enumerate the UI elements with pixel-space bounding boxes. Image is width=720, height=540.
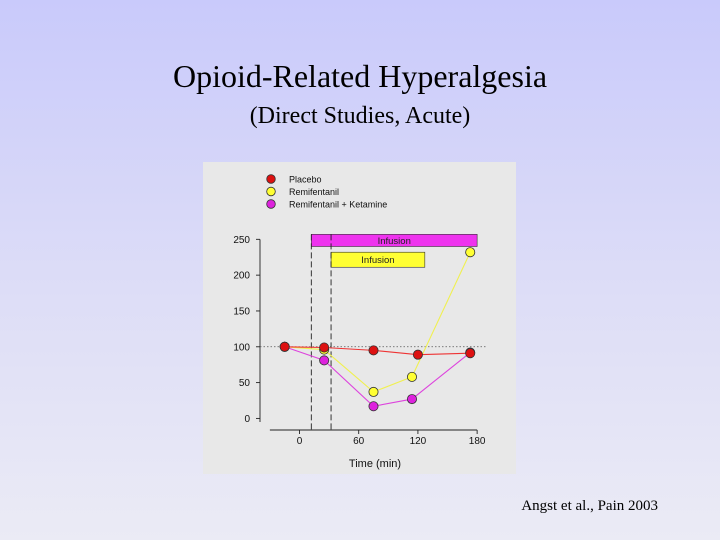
infusion-band-label: Infusion bbox=[378, 236, 411, 247]
x-tick-label: 120 bbox=[410, 436, 427, 447]
citation: Angst et al., Pain 2003 bbox=[521, 498, 658, 514]
infusion-band-label: Infusion bbox=[361, 255, 394, 266]
series-line bbox=[284, 251, 471, 393]
infusion-band bbox=[311, 234, 478, 247]
data-point bbox=[412, 349, 423, 360]
y-tick-label: 250 bbox=[233, 235, 250, 246]
data-point bbox=[319, 355, 330, 366]
y-tick-label: 200 bbox=[233, 271, 250, 282]
data-point bbox=[368, 345, 379, 356]
legend-marker bbox=[266, 199, 276, 209]
y-tick-label: 100 bbox=[233, 342, 250, 353]
data-point bbox=[368, 386, 379, 397]
legend-label: Remifentanil bbox=[289, 187, 339, 197]
x-tick-label: 0 bbox=[297, 436, 303, 447]
legend-label: Placebo bbox=[289, 175, 322, 185]
data-point bbox=[406, 371, 417, 382]
slide-title: Opioid-Related Hyperalgesia bbox=[172, 58, 548, 94]
data-point bbox=[465, 348, 476, 359]
x-axis-label: Time (min) bbox=[349, 458, 401, 470]
y-tick-label: 150 bbox=[233, 306, 250, 317]
data-point bbox=[319, 342, 330, 353]
hyperalgesia-chart: Placebo Remifentanil Remifentanil + Ketami… bbox=[233, 174, 487, 470]
chart-panel: Placebo Remifentanil Remifentanil + Ketami… bbox=[203, 162, 516, 474]
data-point bbox=[279, 341, 290, 352]
series-line bbox=[284, 346, 471, 407]
y-tick-label: 50 bbox=[239, 378, 251, 389]
x-tick-label: 180 bbox=[469, 436, 486, 447]
chart-series bbox=[279, 247, 476, 412]
infusion-band bbox=[330, 251, 426, 268]
legend-marker bbox=[266, 186, 276, 197]
legend-marker bbox=[266, 174, 276, 184]
slide-subtitle: (Direct Studies, Acute) bbox=[249, 103, 471, 129]
legend-label: Remifentanil + Ketamine bbox=[289, 200, 387, 210]
chart-legend: Placebo Remifentanil Remifentanil + Ketami… bbox=[266, 174, 387, 210]
data-point bbox=[465, 247, 476, 258]
data-point bbox=[368, 401, 379, 412]
infusion-bands: Infusion Infusion bbox=[311, 234, 478, 268]
data-point bbox=[406, 394, 417, 405]
y-tick-label: 0 bbox=[244, 414, 250, 425]
x-tick-label: 60 bbox=[353, 436, 365, 447]
